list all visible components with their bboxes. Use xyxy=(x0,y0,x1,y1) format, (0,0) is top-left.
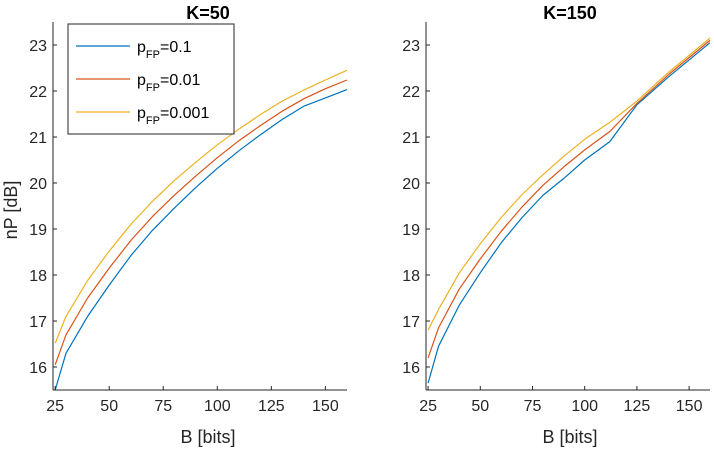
panel-k50: K=50 25 50 75 100 125 150 16 17 18 19 20 21 22 23 B [… xyxy=(1,3,348,447)
x-tick-label: 100 xyxy=(571,398,598,415)
panel-k150-xlabel: B [bits] xyxy=(542,427,597,447)
x-tick-label: 150 xyxy=(312,398,339,415)
legend: pFP=0.1 pFP=0.01 pFP=0.001 xyxy=(67,23,235,135)
series-line-2 xyxy=(54,69,348,344)
series-line-2 xyxy=(427,37,711,331)
y-tick-label: 17 xyxy=(29,314,47,331)
series-line-0 xyxy=(54,89,348,391)
y-tick-label: 16 xyxy=(29,360,47,377)
y-tick-label: 21 xyxy=(29,130,47,147)
x-tick-label: 25 xyxy=(46,398,64,415)
y-tick-label: 22 xyxy=(402,84,420,101)
x-tick-label: 25 xyxy=(419,398,437,415)
x-tick-label: 50 xyxy=(100,398,118,415)
panel-k50-plot: 25 50 75 100 125 150 16 17 18 19 20 21 22 23 xyxy=(29,22,348,415)
y-tick-label: 23 xyxy=(402,38,420,55)
y-tick-label: 20 xyxy=(402,176,420,193)
x-tick-label: 125 xyxy=(258,398,285,415)
y-tick-label: 23 xyxy=(29,38,47,55)
series-line-1 xyxy=(54,79,348,365)
y-tick-label: 18 xyxy=(29,268,47,285)
legend-label-2: pFP=0.001 xyxy=(137,105,209,127)
panel-k150: K=150 25 50 75 100 125 150 16 17 18 19 20 21 22 23 B … xyxy=(402,3,711,447)
legend-label-1: pFP=0.01 xyxy=(137,72,201,94)
y-tick-label: 19 xyxy=(402,222,420,239)
x-tick-label: 100 xyxy=(204,398,231,415)
series-line-1 xyxy=(427,39,711,358)
y-tick-label: 20 xyxy=(29,176,47,193)
panel-k150-title: K=150 xyxy=(543,3,597,23)
x-tick-label: 50 xyxy=(471,398,489,415)
series-line-0 xyxy=(427,42,711,384)
y-tick-label: 22 xyxy=(29,84,47,101)
x-tick-label: 75 xyxy=(524,398,542,415)
panel-k50-title: K=50 xyxy=(186,3,230,23)
y-tick-label: 16 xyxy=(402,360,420,377)
panel-k50-ylabel: nP [dB] xyxy=(1,181,21,240)
x-tick-label: 75 xyxy=(154,398,172,415)
panel-k150-plot: 25 50 75 100 125 150 16 17 18 19 20 21 22 23 xyxy=(402,22,711,415)
y-tick-label: 18 xyxy=(402,268,420,285)
panel-k50-xlabel: B [bits] xyxy=(180,427,235,447)
y-tick-label: 17 xyxy=(402,314,420,331)
x-tick-label: 150 xyxy=(676,398,703,415)
legend-label-0: pFP=0.1 xyxy=(137,39,192,61)
y-tick-label: 19 xyxy=(29,222,47,239)
x-tick-label: 125 xyxy=(624,398,651,415)
y-tick-label: 21 xyxy=(402,130,420,147)
